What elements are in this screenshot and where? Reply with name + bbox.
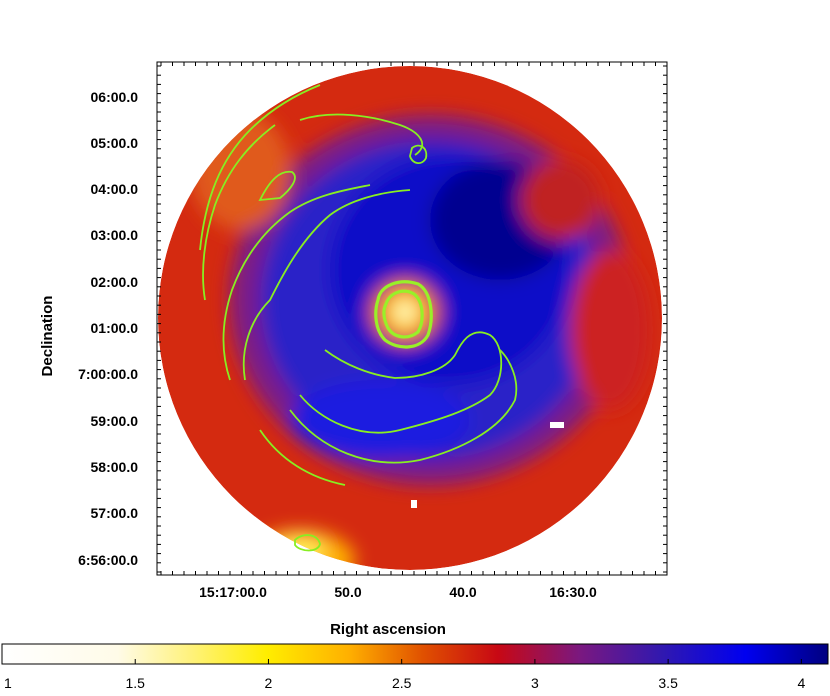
contour-line [258, 170, 296, 202]
y-tick-label: 06:00.0 [91, 89, 139, 105]
contour-line [202, 124, 276, 301]
core-contours [374, 280, 433, 349]
y-tick-label: 01:00.0 [91, 320, 139, 336]
y-tick-label: 05:00.0 [91, 135, 139, 151]
contour-line [294, 534, 321, 552]
colorbar-tick-label: 3 [531, 675, 539, 691]
contour-line [242, 189, 411, 381]
x-tick-label: 15:17:00.0 [199, 584, 267, 600]
colorbar-ticks: 1 1.5 2 2.5 3 3.5 4 [1, 659, 805, 691]
pixel-gap [550, 422, 564, 428]
y-tick-label: 59:00.0 [91, 413, 139, 429]
y-tick-labels: 06:00.0 05:00.0 04:00.0 03:00.0 02:00.0 … [78, 89, 138, 568]
y-tick-label: 6:56:00.0 [78, 552, 138, 568]
colorbar-tick-label: 1.5 [125, 675, 145, 691]
colorbar-tick-label: 3.5 [658, 675, 678, 691]
contour-line [259, 429, 346, 486]
colorbar-tick-label: 4 [797, 675, 805, 691]
minor-ticks [157, 62, 667, 575]
red-east [570, 250, 650, 410]
y-tick-label: 7:00:00.0 [78, 366, 138, 382]
contour-line [299, 113, 424, 156]
colorbar [1, 643, 829, 665]
contour-line [199, 84, 321, 251]
contour-line [222, 184, 371, 381]
x-axis-title: Right ascension [330, 621, 446, 638]
contour-line [382, 289, 424, 339]
x-tick-label: 50.0 [334, 584, 361, 600]
x-tick-label: 40.0 [449, 584, 476, 600]
blue-south [290, 380, 470, 460]
colorbar-tick-label: 1 [4, 675, 12, 691]
contour-line [409, 144, 428, 164]
core-peak [395, 302, 415, 322]
y-tick-label: 02:00.0 [91, 274, 139, 290]
y-tick-label: 04:00.0 [91, 181, 139, 197]
contour-line [289, 349, 518, 464]
contour-line [299, 331, 503, 434]
y-tick-label: 03:00.0 [91, 227, 139, 243]
y-tick-label: 58:00.0 [91, 459, 139, 475]
pixel-gap-2 [411, 500, 417, 508]
red-ne [520, 160, 600, 240]
heatmap-image [158, 66, 662, 570]
colorbar-tick-label: 2 [265, 675, 273, 691]
x-tick-labels: 15:17:00.0 50.0 40.0 16:30.0 [199, 584, 597, 600]
y-tick-label: 57:00.0 [91, 505, 139, 521]
contour-overlay [199, 84, 518, 552]
colorbar-tick-label: 2.5 [392, 675, 412, 691]
contour-line [374, 280, 433, 349]
x-tick-label: 16:30.0 [549, 584, 597, 600]
y-axis-title: Declination [39, 296, 56, 377]
plot-frame [156, 61, 668, 576]
